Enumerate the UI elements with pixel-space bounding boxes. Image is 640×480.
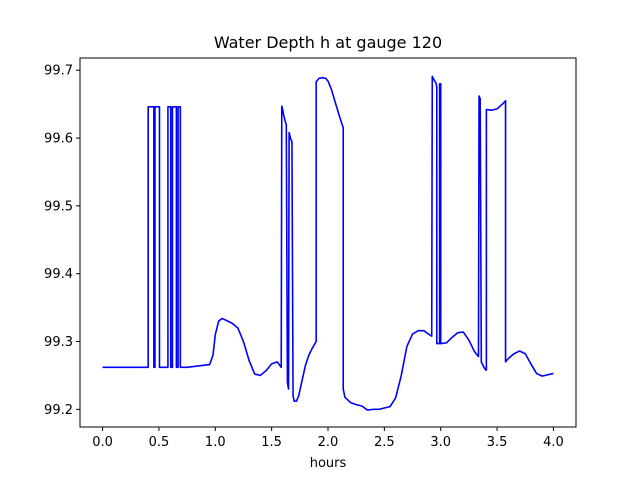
y-tick-label: 99.6 — [44, 132, 73, 147]
x-tick-label: 3.0 — [430, 435, 451, 450]
x-tick-label: 3.5 — [487, 435, 508, 450]
series-line-water-depth — [102, 75, 554, 411]
chart-title: Water Depth h at gauge 120 — [214, 33, 442, 52]
x-axis-label: hours — [310, 456, 347, 471]
x-axis: 0.0 0.5 1.0 1.5 2.0 2.5 3.0 3.5 4.0 — [92, 427, 564, 450]
y-tick-label: 99.4 — [44, 267, 73, 282]
x-tick-label: 1.0 — [205, 435, 226, 450]
plot-area — [102, 75, 554, 411]
y-tick-label: 99.3 — [44, 335, 73, 350]
x-tick-label: 0.5 — [149, 435, 170, 450]
x-tick-label: 1.5 — [261, 435, 282, 450]
x-tick-label: 0.0 — [92, 435, 113, 450]
x-tick-label: 4.0 — [543, 435, 564, 450]
y-tick-label: 99.2 — [44, 403, 73, 418]
x-tick-label: 2.5 — [374, 435, 395, 450]
y-tick-label: 99.5 — [44, 199, 73, 214]
y-axis: 99.2 99.3 99.4 99.5 99.6 99.7 — [44, 64, 80, 418]
x-tick-label: 2.0 — [318, 435, 339, 450]
y-tick-label: 99.7 — [44, 64, 73, 79]
